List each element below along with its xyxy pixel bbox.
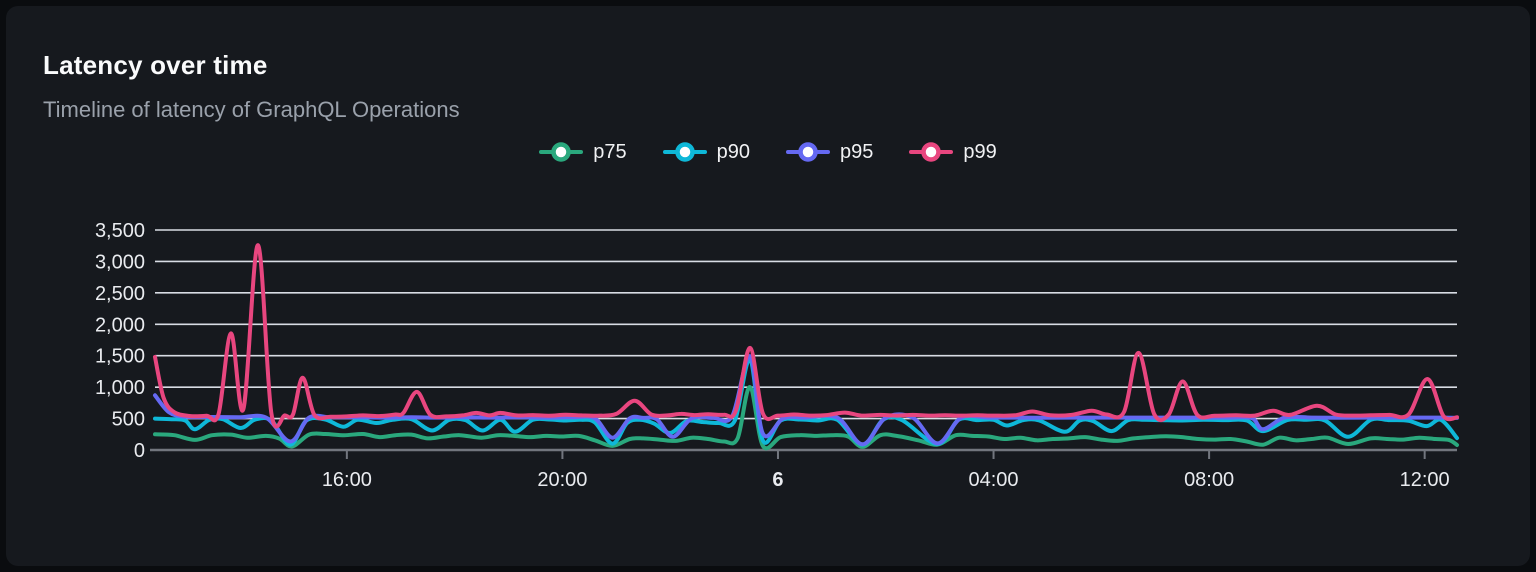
legend-item-p75[interactable]: p75 [539, 139, 627, 165]
p90-marker-icon [662, 142, 707, 162]
legend-item-p95[interactable]: p95 [786, 139, 873, 165]
p95-marker-icon [786, 142, 830, 162]
y-tick-label: 3,000 [95, 251, 145, 273]
series-lines [153, 243, 1459, 451]
y-tick-label: 3,500 [95, 220, 145, 242]
legend-item-p90[interactable]: p90 [662, 139, 750, 165]
series-line-p75 [153, 385, 1459, 451]
x-axis-ticks-and-labels: 16:00 20:00 6 04:00 08:00 12:00 [322, 450, 1450, 491]
y-tick-label: 2,500 [95, 283, 145, 305]
p99-marker-icon [909, 142, 954, 162]
y-tick-label: 0 [134, 440, 145, 462]
y-tick-label: 500 [112, 409, 145, 431]
x-tick-label: 20:00 [537, 469, 587, 491]
legend-label-p90: p90 [716, 140, 750, 163]
x-tick-label: 6 [772, 469, 783, 491]
x-tick-label: 08:00 [1184, 469, 1234, 491]
latency-panel: Latency over time Timeline of latency of… [6, 6, 1530, 566]
legend-label-p75: p75 [593, 140, 627, 163]
y-tick-label: 2,000 [95, 314, 145, 336]
p75-marker-icon [539, 142, 584, 162]
legend-item-p99[interactable]: p99 [909, 139, 997, 165]
legend-label-p95: p95 [840, 140, 874, 163]
chart-subtitle: Timeline of latency of GraphQL Operation… [43, 97, 460, 122]
chart-legend: p75 p90 p95 p99 [6, 139, 1530, 165]
x-tick-label: 12:00 [1400, 469, 1450, 491]
x-tick-label: 04:00 [969, 469, 1019, 491]
y-tick-label: 1,000 [95, 377, 145, 399]
series-line-p90 [153, 357, 1459, 447]
series-line-p99 [153, 243, 1459, 429]
chart-title: Latency over time [43, 50, 268, 80]
legend-label-p99: p99 [963, 140, 997, 163]
x-tick-label: 16:00 [322, 469, 372, 491]
series-line-p95 [153, 354, 1459, 447]
y-tick-label: 1,500 [95, 346, 145, 368]
